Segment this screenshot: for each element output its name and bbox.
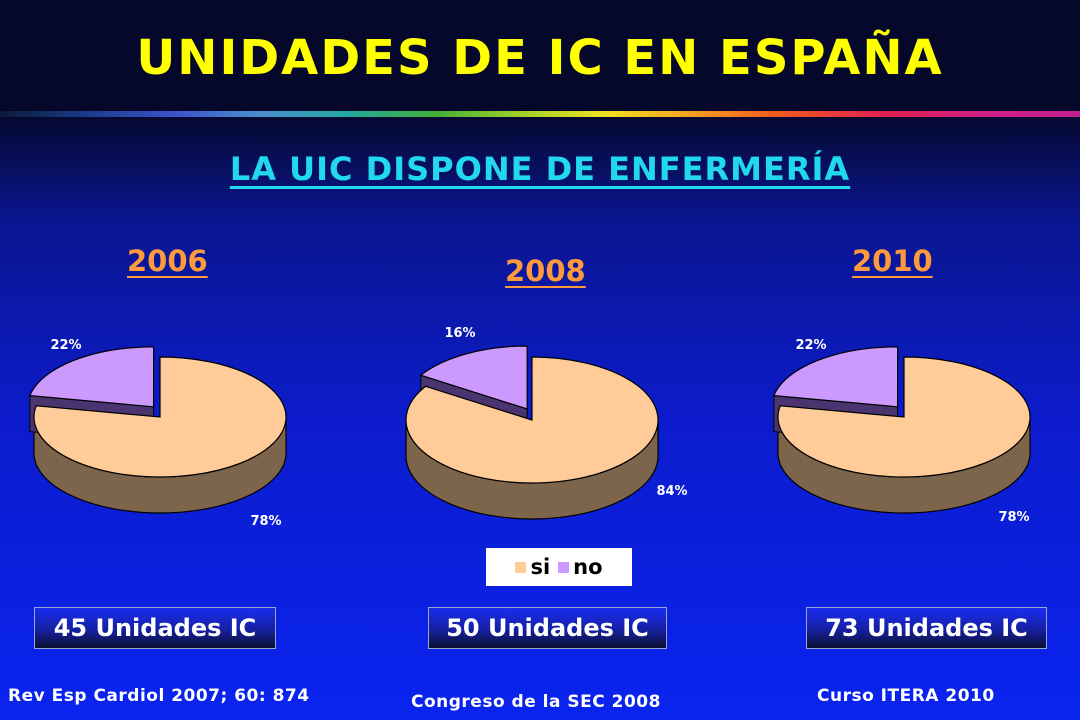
pie-slice-si (405, 356, 659, 484)
pie-slice-no (28, 346, 155, 408)
chart-legend: si no (486, 548, 632, 586)
pie-chart-2006: 78% 22% (28, 338, 287, 529)
legend-label-no: no (573, 555, 603, 579)
pie-label-si: 78% (250, 514, 281, 529)
pie-slice-si (777, 356, 1031, 478)
source-citation-2008: Congreso de la SEC 2008 (411, 692, 661, 712)
legend-item-no: no (558, 555, 603, 579)
pie-chart-2010: 78% 22% (773, 338, 1031, 525)
legend-item-si: si (515, 555, 550, 579)
source-citation-2006: Rev Esp Cardiol 2007; 60: 874 (8, 686, 310, 706)
legend-label-si: si (530, 555, 551, 579)
units-box-2008: 50 Unidades IC (428, 607, 667, 649)
pie-label-no: 16% (444, 326, 475, 341)
legend-swatch-si (515, 561, 527, 573)
pie-label-no: 22% (50, 338, 81, 353)
year-label-2008: 2008 (505, 254, 586, 288)
pie-label-si: 84% (656, 484, 687, 499)
pie-slice-no (419, 345, 528, 410)
legend-swatch-no (558, 561, 570, 573)
rainbow-divider (0, 111, 1080, 117)
pie-slice-no (773, 346, 899, 408)
year-label-2006: 2006 (127, 244, 208, 278)
source-citation-2010: Curso ITERA 2010 (817, 686, 995, 706)
pie-label-si: 78% (998, 510, 1029, 525)
slide-title: UNIDADES DE IC EN ESPAÑA (136, 30, 944, 86)
units-box-2010: 73 Unidades IC (806, 607, 1047, 649)
pie-label-no: 22% (795, 338, 826, 353)
pie-slice-si (33, 356, 287, 478)
year-label-2010: 2010 (852, 244, 933, 278)
pie-chart-2008: 84% 16% (405, 326, 688, 520)
units-box-2006: 45 Unidades IC (34, 607, 276, 649)
slide-subtitle: LA UIC DISPONE DE ENFERMERÍA (229, 150, 851, 188)
